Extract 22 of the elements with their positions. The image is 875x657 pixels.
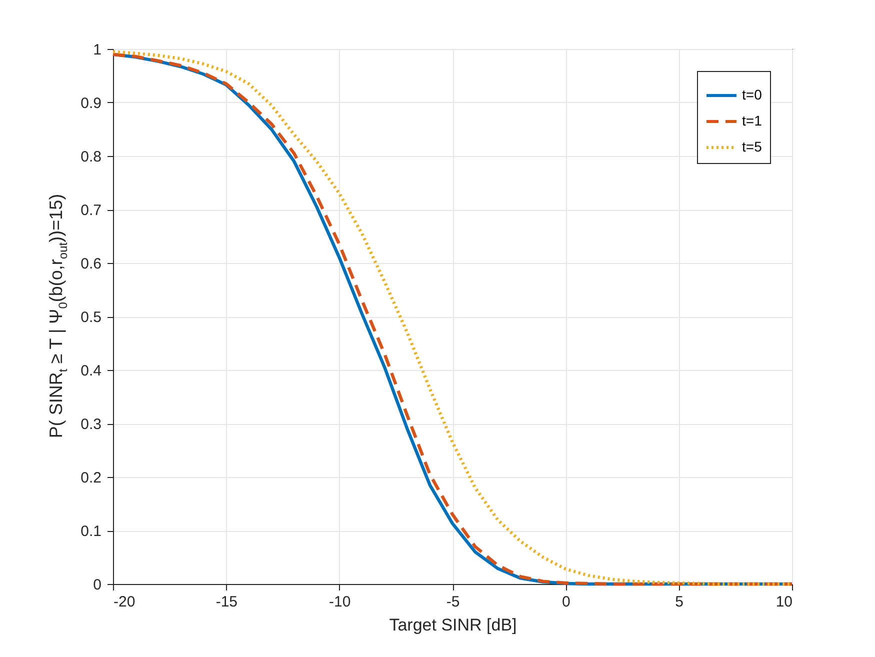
y-tick-label: 0.8 <box>80 148 102 166</box>
legend-label: t=1 <box>742 112 762 128</box>
y-tick-label: 0.5 <box>80 309 102 326</box>
legend-label: t=5 <box>742 138 762 154</box>
y-tick-label: 0.6 <box>80 256 102 272</box>
x-tick-label: -5 <box>446 594 460 610</box>
y-tick-label: 0.7 <box>80 202 102 219</box>
y-tick-label: 0.9 <box>80 95 102 112</box>
x-tick-label: -15 <box>216 594 238 610</box>
x-tick-label: 5 <box>675 594 684 610</box>
x-tick-label: 10 <box>776 594 792 610</box>
y-tick-label: 0.2 <box>80 470 102 486</box>
legend-label: t=0 <box>742 86 762 102</box>
x-tick-label: -20 <box>114 594 136 610</box>
x-tick-label: -10 <box>328 594 351 610</box>
x-tick-label: 0 <box>562 594 570 610</box>
y-tick-label: 0 <box>93 576 102 594</box>
y-tick-label: 0.4 <box>80 362 102 380</box>
x-axis-title: Target SINR [dB] <box>389 616 517 634</box>
y-tick-label: 1 <box>93 42 102 58</box>
y-tick-label: 0.1 <box>80 523 102 540</box>
y-tick-label: 0.3 <box>80 416 102 433</box>
